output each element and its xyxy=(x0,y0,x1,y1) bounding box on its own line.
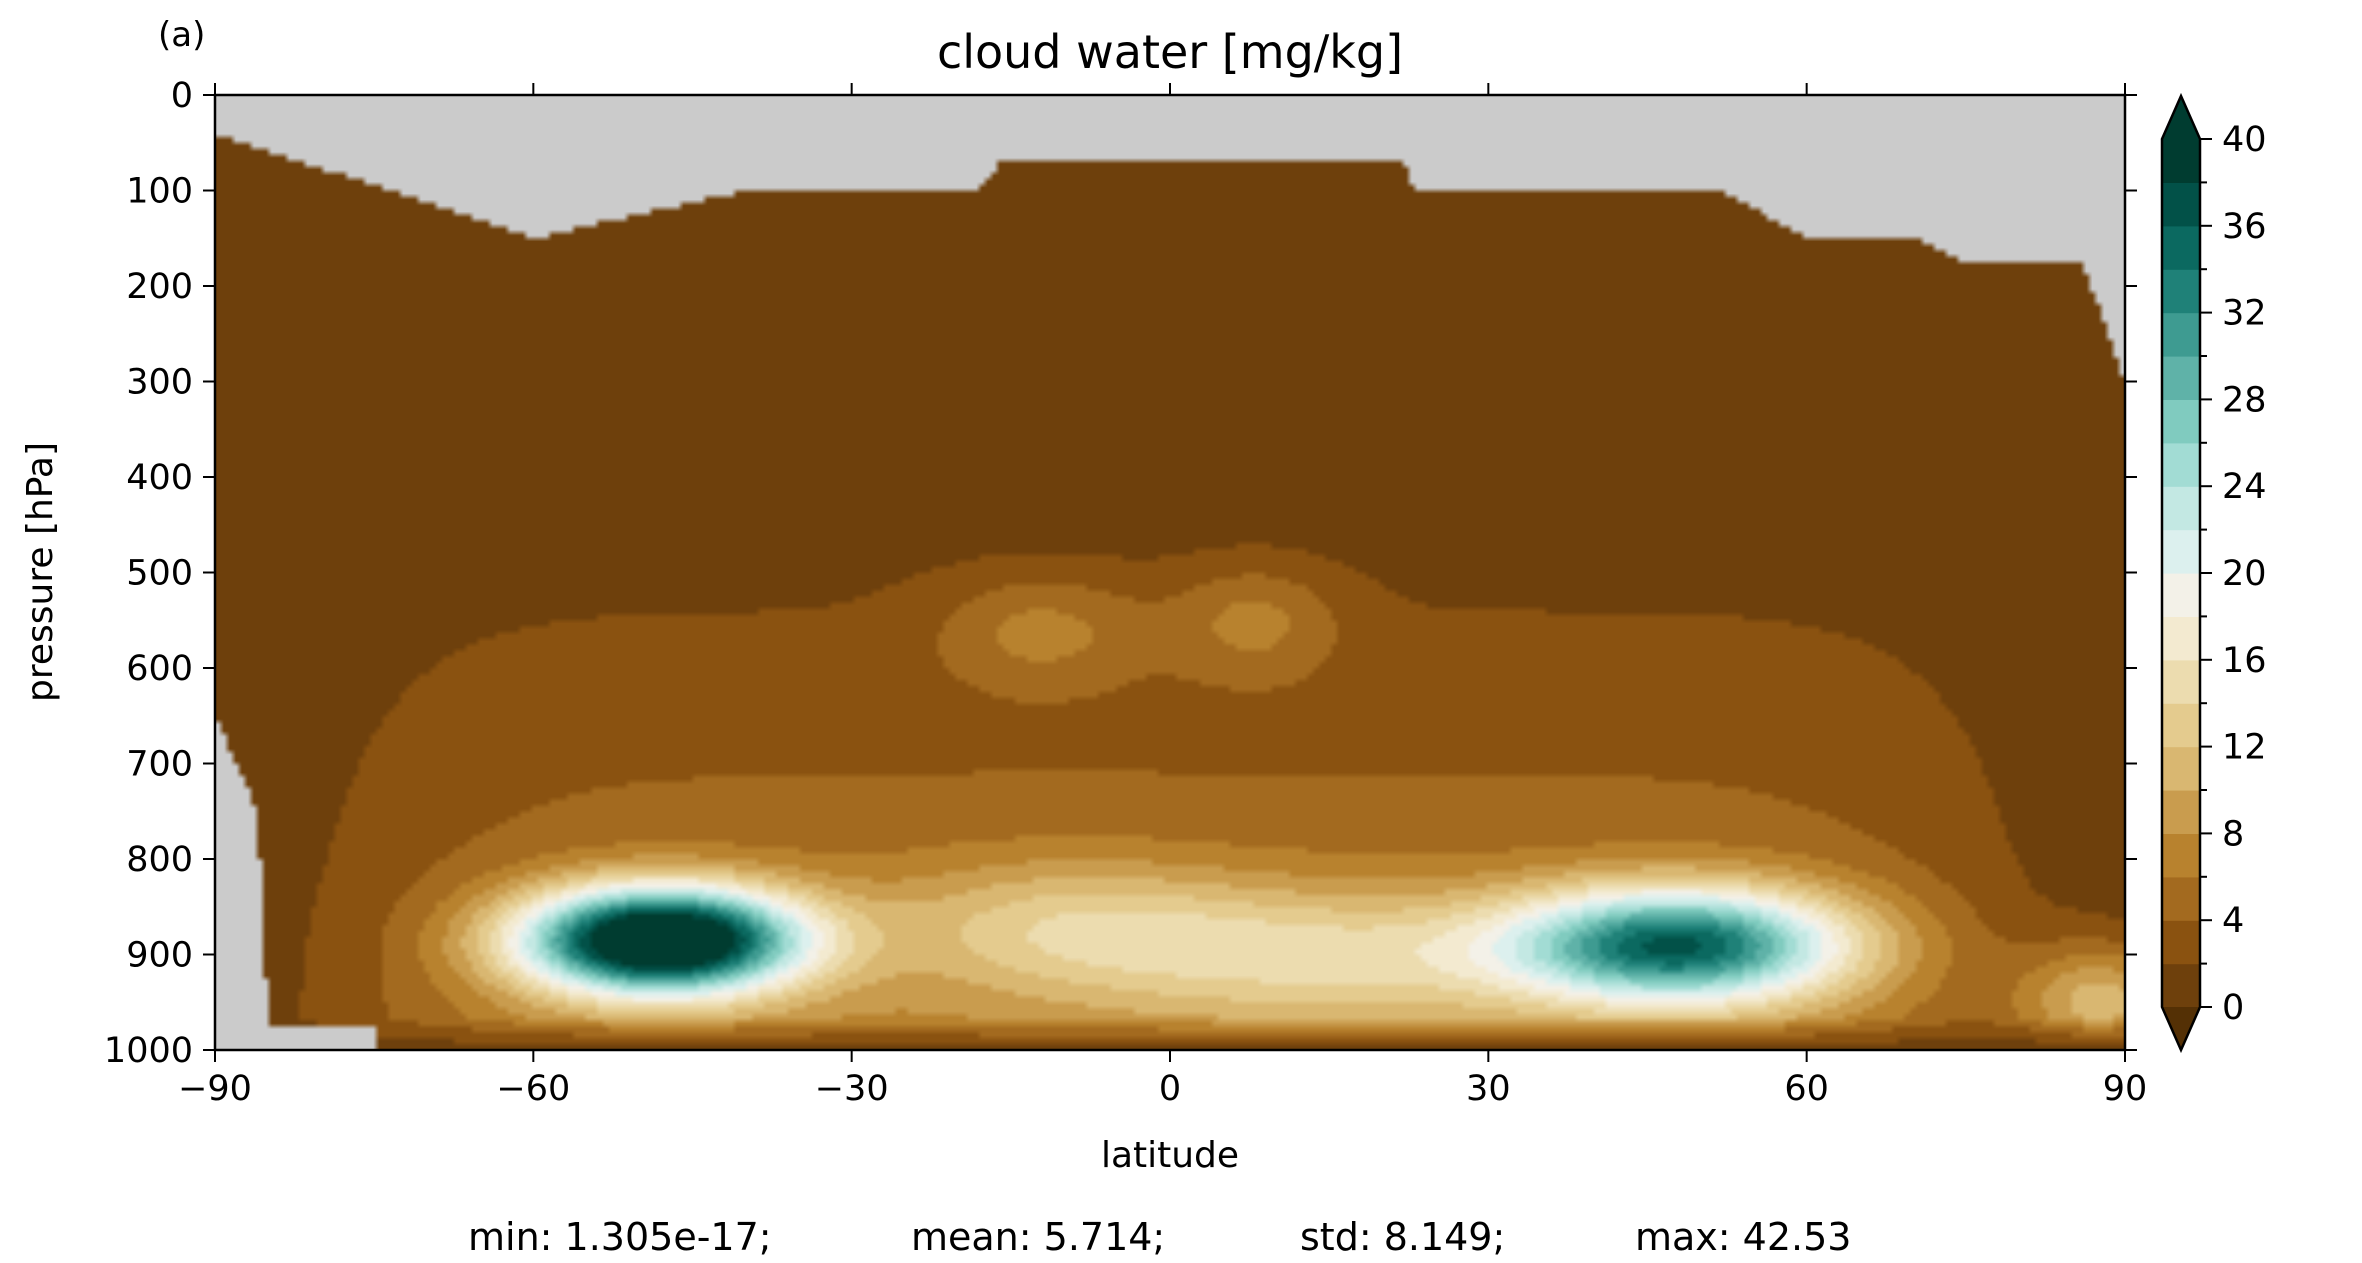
colorbar-band xyxy=(2162,182,2200,227)
colorbar-band xyxy=(2162,139,2200,183)
y-tick-label: 200 xyxy=(126,267,193,307)
colorbar-tick-label: 20 xyxy=(2222,554,2267,594)
cloud-water-contour-fill xyxy=(215,95,2125,1050)
x-tick-label: 90 xyxy=(2103,1069,2148,1109)
y-tick-label: 700 xyxy=(126,745,193,785)
colorbar-band xyxy=(2162,356,2200,400)
colorbar-tick-label: 4 xyxy=(2222,901,2244,941)
colorbar-band xyxy=(2162,746,2200,791)
colorbar-band xyxy=(2162,790,2200,834)
colorbar-tick-label: 12 xyxy=(2222,728,2267,768)
colorbar-tick-label: 8 xyxy=(2222,814,2244,854)
colorbar-band xyxy=(2162,616,2200,661)
colorbar-tick-label: 16 xyxy=(2222,641,2267,681)
colorbar-tick-label: 36 xyxy=(2222,207,2267,247)
y-tick-label: 900 xyxy=(126,936,193,976)
colorbar-band xyxy=(2162,486,2200,531)
colorbar-tick-label: 0 xyxy=(2222,988,2244,1028)
colorbar-tick-label: 32 xyxy=(2222,294,2267,334)
stat-mean: mean: 5.714; xyxy=(911,1215,1165,1259)
x-tick-label: 30 xyxy=(1466,1069,1511,1109)
contour-plot-area xyxy=(213,93,2127,1052)
statistics-line: min: 1.305e-17; mean: 5.714; std: 8.149;… xyxy=(468,1215,1851,1259)
colorbar-band xyxy=(2162,920,2200,965)
colorbar-band xyxy=(2162,659,2200,704)
stat-min: min: 1.305e-17; xyxy=(468,1215,772,1259)
x-tick-label: 0 xyxy=(1159,1069,1181,1109)
colorbar-band xyxy=(2162,833,2200,878)
chart-title: cloud water [mg/kg] xyxy=(937,25,1403,79)
y-axis: 0 100 200 300 400 500 600 700 800 900 1000 xyxy=(104,76,2137,1071)
y-tick-label: 500 xyxy=(126,554,193,594)
colorbar-extend-max xyxy=(2162,96,2200,139)
x-tick-label: 60 xyxy=(1784,1069,1829,1109)
colorbar-band xyxy=(2162,225,2200,270)
colorbar-band xyxy=(2162,442,2200,487)
stat-std: std: 8.149; xyxy=(1300,1215,1505,1259)
y-tick-label: 400 xyxy=(126,458,193,498)
x-axis: −90 −60 −30 0 30 60 90 xyxy=(178,83,2147,1109)
y-axis-label: pressure [hPa] xyxy=(20,442,61,702)
colorbar-extend-min xyxy=(2162,1007,2200,1050)
colorbar-band xyxy=(2162,399,2200,444)
y-tick-label: 1000 xyxy=(104,1031,193,1071)
colorbar-band xyxy=(2162,269,2200,314)
panel-label: (a) xyxy=(158,15,205,55)
x-axis-label: latitude xyxy=(1101,1135,1239,1176)
y-tick-label: 600 xyxy=(126,649,193,689)
colorbar-band xyxy=(2162,963,2200,1008)
x-tick-label: −60 xyxy=(496,1069,570,1109)
colorbar: 0 4 8 12 16 20 24 28 32 36 40 xyxy=(2160,92,2267,1054)
y-tick-label: 0 xyxy=(171,76,193,116)
colorbar-tick-label: 40 xyxy=(2222,120,2267,160)
x-tick-label: −90 xyxy=(178,1069,252,1109)
colorbar-band xyxy=(2162,703,2200,748)
x-tick-label: −30 xyxy=(815,1069,889,1109)
y-tick-label: 300 xyxy=(126,363,193,403)
stat-max: max: 42.53 xyxy=(1635,1215,1851,1259)
colorbar-band xyxy=(2162,573,2200,617)
colorbar-band xyxy=(2162,876,2200,921)
colorbar-tick-label: 24 xyxy=(2222,467,2267,507)
colorbar-band xyxy=(2162,529,2200,574)
colorbar-tick-label: 28 xyxy=(2222,380,2267,420)
y-tick-label: 100 xyxy=(126,172,193,212)
colorbar-band xyxy=(2162,312,2200,357)
y-tick-label: 800 xyxy=(126,840,193,880)
